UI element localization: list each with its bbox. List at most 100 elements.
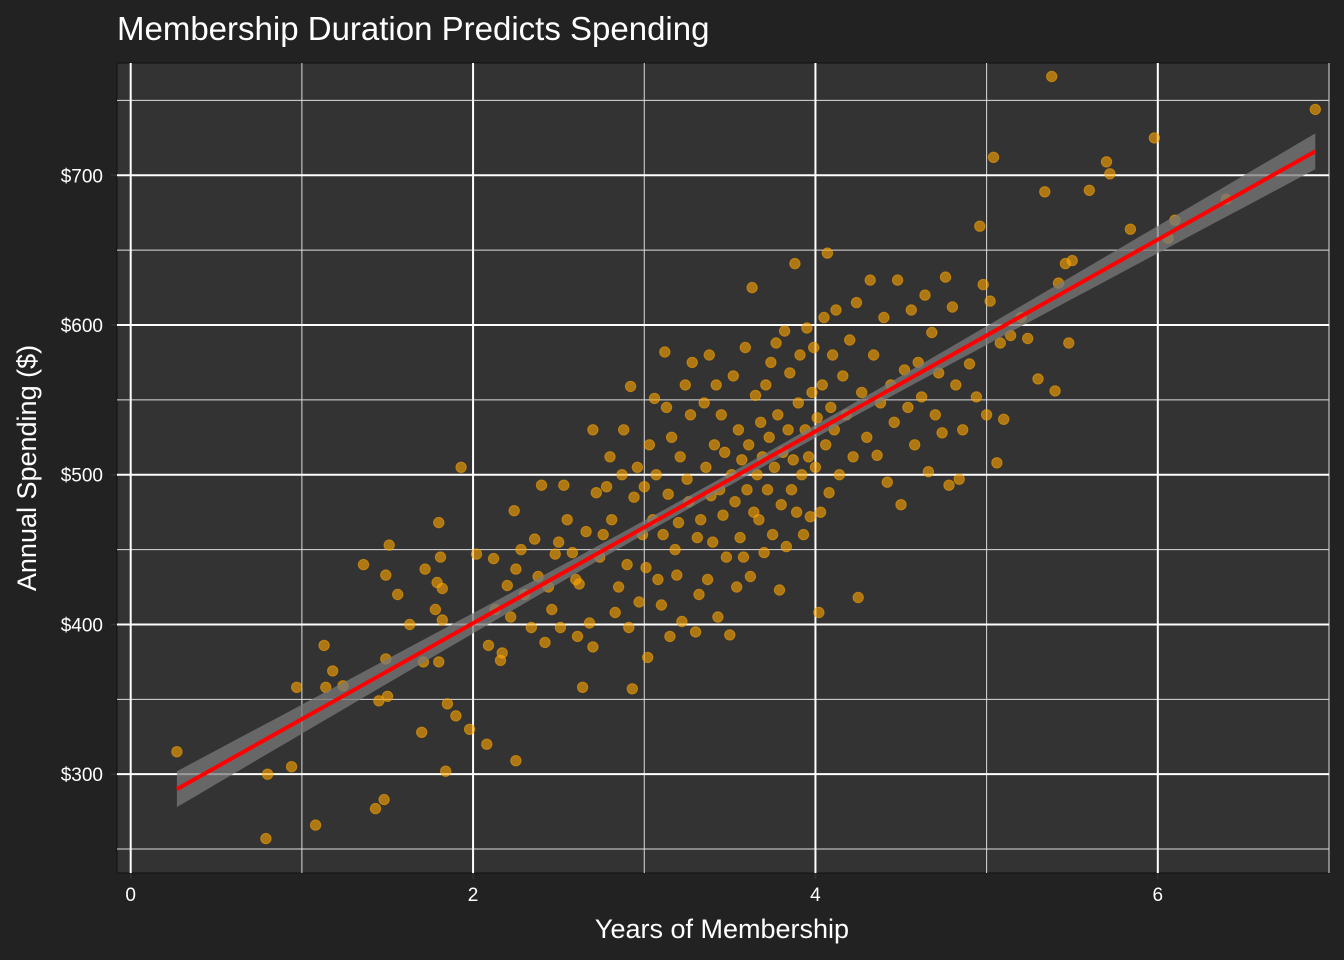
data-point <box>724 629 736 641</box>
data-point <box>758 546 770 559</box>
data-point <box>743 439 755 451</box>
data-point <box>549 548 561 560</box>
data-point <box>991 457 1003 469</box>
data-point <box>802 451 815 463</box>
data-point <box>816 379 828 391</box>
data-point <box>553 536 565 548</box>
data-point <box>765 356 777 369</box>
data-point <box>789 257 801 270</box>
data-point <box>734 531 746 544</box>
data-point <box>984 295 996 307</box>
data-point <box>998 413 1010 425</box>
data-point <box>775 499 787 511</box>
data-point <box>433 516 445 529</box>
data-point <box>895 499 907 511</box>
plot-area <box>116 62 1330 874</box>
data-point <box>744 570 757 583</box>
data-point <box>676 615 688 628</box>
data-point <box>618 424 630 436</box>
data-point <box>642 651 654 664</box>
data-point <box>820 439 832 451</box>
data-point <box>808 341 820 354</box>
data-point <box>957 424 969 436</box>
data-point <box>628 491 640 503</box>
data-point <box>510 755 522 767</box>
data-point <box>878 311 890 324</box>
data-point <box>383 539 395 551</box>
data-point <box>470 548 483 560</box>
y-axis-title: Annual Spending ($) <box>12 345 42 591</box>
data-point <box>701 573 714 586</box>
data-point <box>763 431 775 443</box>
data-point <box>741 484 753 496</box>
data-point <box>623 621 635 634</box>
data-point <box>695 514 707 526</box>
data-point <box>902 401 914 414</box>
data-point <box>525 621 537 634</box>
data-point <box>554 621 567 634</box>
data-point <box>609 606 621 619</box>
y-tick-label: $700 <box>61 166 103 187</box>
data-point <box>717 509 729 521</box>
data-point <box>392 588 404 601</box>
data-point <box>980 409 993 421</box>
data-point <box>436 614 448 626</box>
data-point <box>1039 186 1051 198</box>
x-tick-label: 2 <box>468 885 479 906</box>
data-point <box>657 528 669 541</box>
data-point <box>561 514 573 526</box>
data-point <box>772 409 784 421</box>
data-point <box>946 301 959 313</box>
data-point <box>766 528 779 541</box>
data-point <box>621 558 633 571</box>
data-point <box>482 639 495 652</box>
data-point <box>809 461 822 473</box>
data-point <box>770 337 782 349</box>
data-point <box>926 326 938 339</box>
data-point <box>739 341 751 354</box>
data-point <box>778 325 791 337</box>
data-point <box>672 516 685 529</box>
y-tick-label: $300 <box>61 765 103 786</box>
data-point <box>780 540 792 553</box>
data-point <box>773 584 786 596</box>
data-point <box>433 656 445 668</box>
data-point <box>929 409 941 421</box>
data-point <box>707 536 719 548</box>
data-point <box>590 487 602 499</box>
data-point <box>1309 103 1322 116</box>
data-point <box>729 496 741 508</box>
data-point <box>583 617 596 629</box>
data-point <box>813 606 825 619</box>
data-point <box>631 461 644 473</box>
data-point <box>950 379 962 391</box>
data-point <box>821 247 834 259</box>
data-point <box>674 451 686 463</box>
data-point <box>719 446 731 458</box>
data-point <box>450 710 462 722</box>
data-point <box>818 311 830 324</box>
data-point <box>1032 373 1044 385</box>
data-point <box>566 546 579 559</box>
data-point <box>796 469 808 481</box>
data-point <box>419 563 431 575</box>
data-point <box>434 551 447 563</box>
data-point <box>1104 168 1116 180</box>
data-point <box>604 451 616 463</box>
data-point <box>624 380 637 393</box>
data-point <box>1046 70 1058 83</box>
data-point <box>600 481 613 493</box>
data-point <box>539 636 551 649</box>
data-point <box>659 346 671 358</box>
data-point <box>737 551 750 563</box>
data-point <box>785 484 798 496</box>
data-point <box>1083 184 1096 197</box>
data-point <box>825 401 837 414</box>
data-point <box>823 487 835 499</box>
data-point <box>291 681 303 693</box>
x-tick-label: 0 <box>125 885 136 906</box>
data-point <box>881 476 893 488</box>
data-point <box>587 641 599 653</box>
data-point <box>861 431 873 443</box>
data-point <box>753 514 765 526</box>
